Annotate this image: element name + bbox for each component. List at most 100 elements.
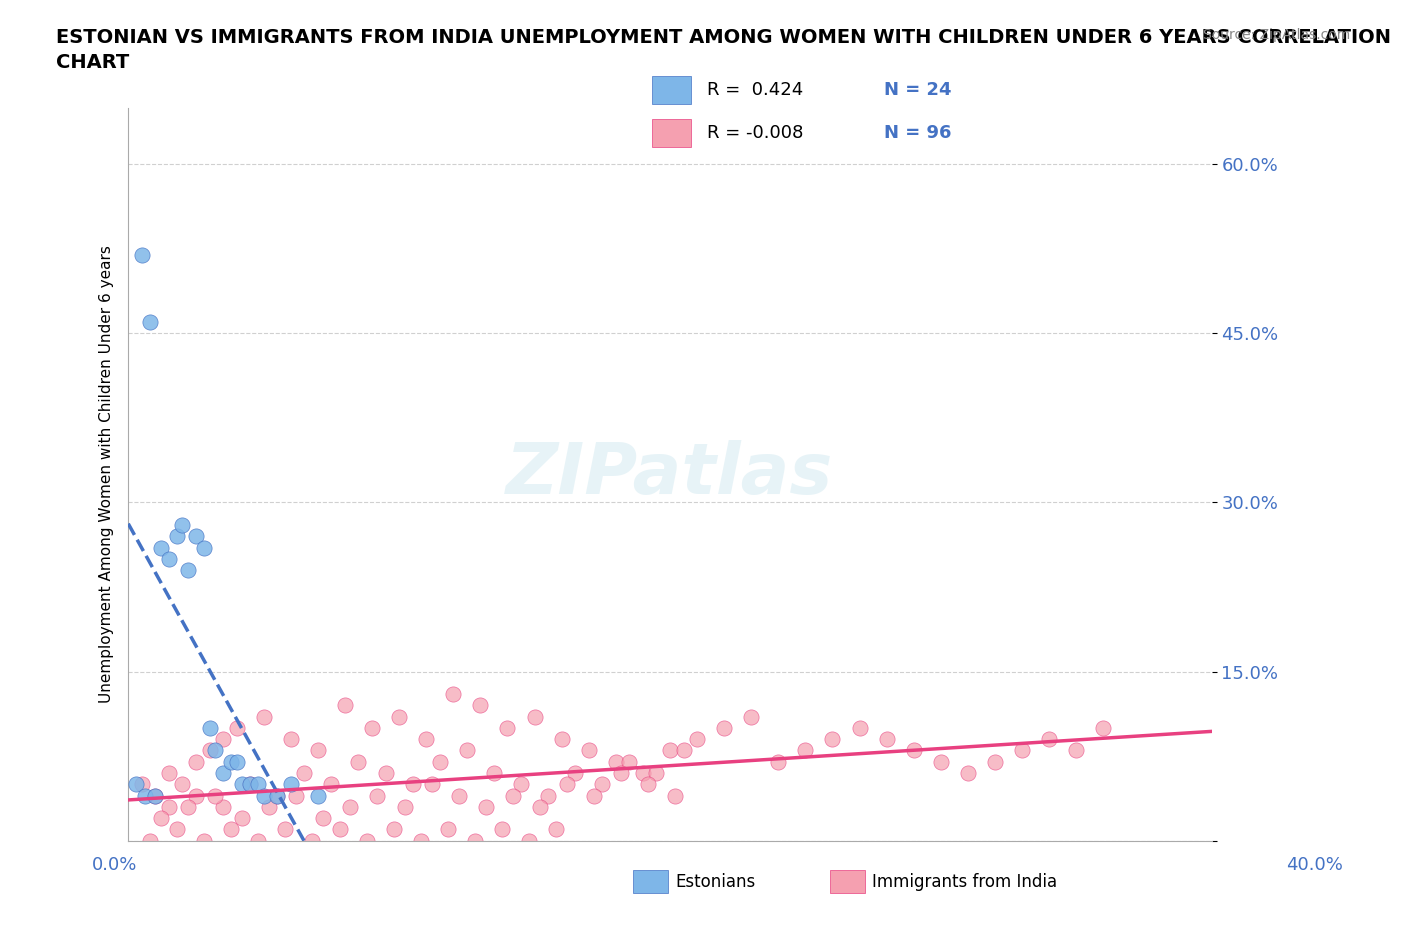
Point: [956, 765, 979, 780]
Point: [517, 833, 540, 848]
Point: [212, 800, 235, 815]
Point: [328, 822, 350, 837]
Point: [441, 686, 464, 701]
Point: [437, 822, 460, 837]
Point: [821, 732, 844, 747]
Y-axis label: Unemployment Among Women with Children Under 6 years: Unemployment Among Women with Children U…: [100, 246, 114, 703]
Point: [166, 529, 188, 544]
Point: [280, 732, 302, 747]
Point: [529, 800, 551, 815]
Point: [361, 721, 384, 736]
Point: [546, 822, 568, 837]
Point: [415, 732, 437, 747]
Point: [131, 247, 153, 262]
Point: [1092, 721, 1115, 736]
Point: [157, 765, 180, 780]
Point: [239, 777, 262, 791]
Text: Source: ZipAtlas.com: Source: ZipAtlas.com: [1202, 28, 1350, 42]
Point: [321, 777, 343, 791]
Point: [631, 765, 654, 780]
Text: R = -0.008: R = -0.008: [707, 124, 803, 142]
Point: [212, 732, 235, 747]
Point: [619, 754, 641, 769]
Point: [645, 765, 668, 780]
Point: [578, 743, 600, 758]
Point: [139, 314, 162, 329]
Point: [366, 788, 388, 803]
Point: [394, 800, 416, 815]
Point: [247, 833, 270, 848]
Point: [333, 698, 356, 712]
Point: [659, 743, 682, 758]
Point: [583, 788, 606, 803]
Point: [550, 732, 572, 747]
Text: N = 96: N = 96: [884, 124, 952, 142]
Point: [177, 800, 200, 815]
Point: [523, 710, 546, 724]
Point: [388, 710, 411, 724]
Point: [409, 833, 432, 848]
Point: [172, 518, 194, 533]
Point: [555, 777, 578, 791]
Point: [204, 788, 226, 803]
Point: [247, 777, 270, 791]
Point: [157, 551, 180, 566]
Point: [537, 788, 560, 803]
Point: [274, 822, 297, 837]
Point: [184, 788, 207, 803]
Point: [564, 765, 586, 780]
Text: N = 24: N = 24: [884, 81, 952, 100]
Point: [285, 788, 308, 803]
Point: [482, 765, 505, 780]
Point: [984, 754, 1007, 769]
Point: [510, 777, 533, 791]
Point: [903, 743, 925, 758]
Text: Estonians: Estonians: [675, 872, 755, 891]
Point: [307, 743, 329, 758]
Point: [125, 777, 148, 791]
Point: [312, 811, 335, 826]
Point: [664, 788, 686, 803]
Point: [456, 743, 478, 758]
Point: [794, 743, 817, 758]
Text: 40.0%: 40.0%: [1286, 856, 1343, 873]
FancyBboxPatch shape: [651, 119, 690, 147]
Point: [257, 800, 280, 815]
Point: [198, 743, 221, 758]
Point: [239, 777, 262, 791]
Point: [347, 754, 370, 769]
Point: [131, 777, 153, 791]
Point: [266, 788, 288, 803]
Point: [139, 833, 162, 848]
Point: [447, 788, 470, 803]
Point: [502, 788, 524, 803]
Point: [605, 754, 627, 769]
Point: [231, 777, 253, 791]
Text: ESTONIAN VS IMMIGRANTS FROM INDIA UNEMPLOYMENT AMONG WOMEN WITH CHILDREN UNDER 6: ESTONIAN VS IMMIGRANTS FROM INDIA UNEMPL…: [56, 28, 1392, 72]
Point: [193, 833, 215, 848]
Point: [929, 754, 952, 769]
Point: [672, 743, 695, 758]
Text: ZIPatlas: ZIPatlas: [506, 440, 834, 509]
Point: [356, 833, 378, 848]
Point: [848, 721, 870, 736]
Point: [382, 822, 405, 837]
Point: [637, 777, 659, 791]
Point: [292, 765, 315, 780]
FancyBboxPatch shape: [651, 76, 690, 104]
Point: [219, 754, 242, 769]
Point: [198, 721, 221, 736]
Point: [491, 822, 513, 837]
Point: [149, 540, 172, 555]
Point: [204, 743, 226, 758]
Point: [339, 800, 361, 815]
Point: [301, 833, 323, 848]
Point: [464, 833, 486, 848]
Point: [1011, 743, 1033, 758]
Point: [184, 529, 207, 544]
Point: [470, 698, 492, 712]
Point: [143, 788, 166, 803]
Point: [768, 754, 790, 769]
Text: R =  0.424: R = 0.424: [707, 81, 803, 100]
Point: [219, 822, 242, 837]
